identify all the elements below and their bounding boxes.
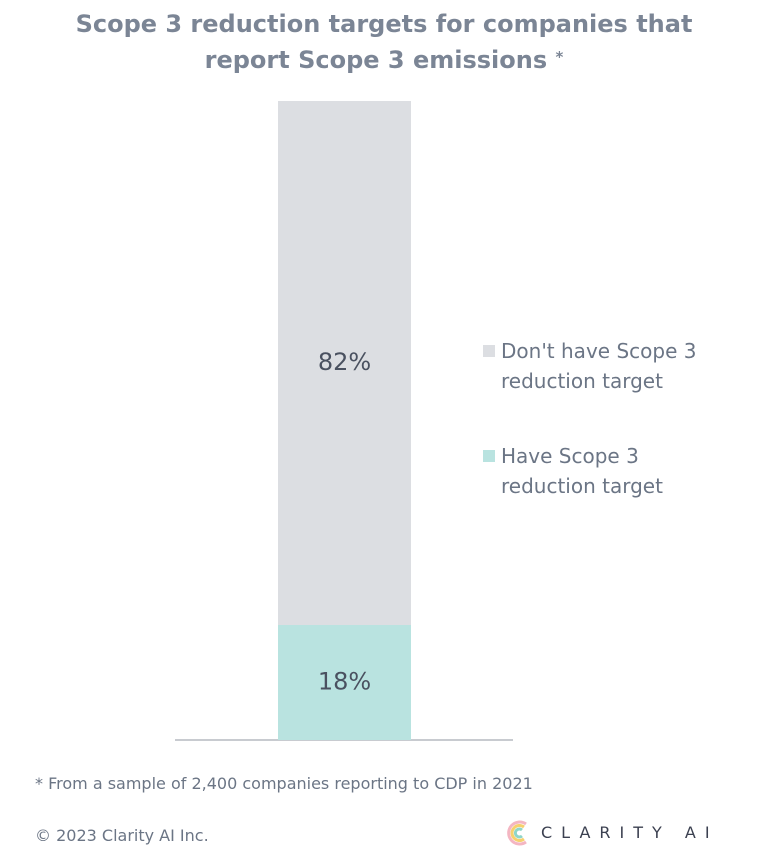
chart-title: Scope 3 reduction targets for companies … bbox=[34, 8, 734, 77]
title-marker: * bbox=[555, 48, 564, 66]
footnote: * From a sample of 2,400 companies repor… bbox=[35, 774, 533, 793]
legend-entry: Don't have Scope 3 reduction target bbox=[483, 336, 731, 396]
brand-logo: CLARITY AI bbox=[541, 823, 719, 842]
bar-segment bbox=[278, 101, 411, 625]
copyright: © 2023 Clarity AI Inc. bbox=[35, 826, 209, 845]
logo-icon bbox=[507, 820, 527, 846]
legend-label: Don't have Scope 3 reduction target bbox=[501, 339, 697, 393]
chart-title-block: Scope 3 reduction targets for companies … bbox=[0, 8, 768, 77]
bar-segment bbox=[278, 624, 411, 740]
legend-swatch bbox=[483, 450, 495, 462]
title-text: Scope 3 reduction targets for companies … bbox=[75, 10, 693, 74]
legend-swatch bbox=[483, 345, 495, 357]
legend-label: Have Scope 3 reduction target bbox=[501, 444, 663, 498]
value-label: 18% bbox=[318, 667, 371, 695]
value-label: 82% bbox=[318, 348, 371, 376]
legend-entry: Have Scope 3 reduction target bbox=[483, 441, 731, 501]
